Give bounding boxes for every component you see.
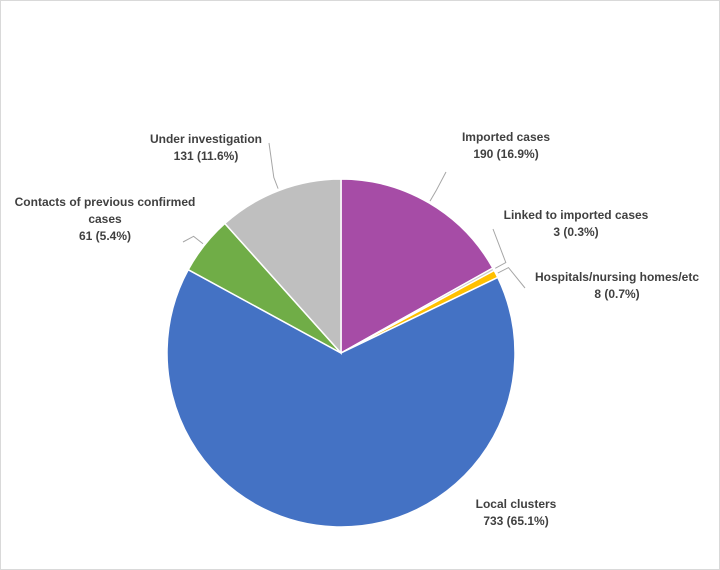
data-label-linked-to-imported: Linked to imported cases 3 (0.3%) xyxy=(503,208,649,239)
pie-slice-imported-cases xyxy=(340,178,494,355)
data-label-imported-cases: Imported cases 190 (16.9%) xyxy=(461,130,551,161)
pie-slice-local-clusters xyxy=(166,268,516,528)
data-label-under-investigation: Under investigation 131 (11.6%) xyxy=(149,132,262,163)
data-label-hospitals-nursing-homes: Hospitals/nursing homes/etc 8 (0.7%) xyxy=(534,270,700,301)
leader-line xyxy=(182,235,204,245)
leader-line xyxy=(429,171,447,202)
data-label-local-clusters: Local clusters 733 (65.1%) xyxy=(475,497,557,528)
leader-line xyxy=(268,142,279,189)
leader-line xyxy=(497,266,526,289)
leader-line xyxy=(492,228,507,269)
pie-slice-under-investigation xyxy=(223,178,342,355)
data-label-contacts-previous-confirmed: Contacts of previous confirmed cases 61 … xyxy=(14,195,196,243)
